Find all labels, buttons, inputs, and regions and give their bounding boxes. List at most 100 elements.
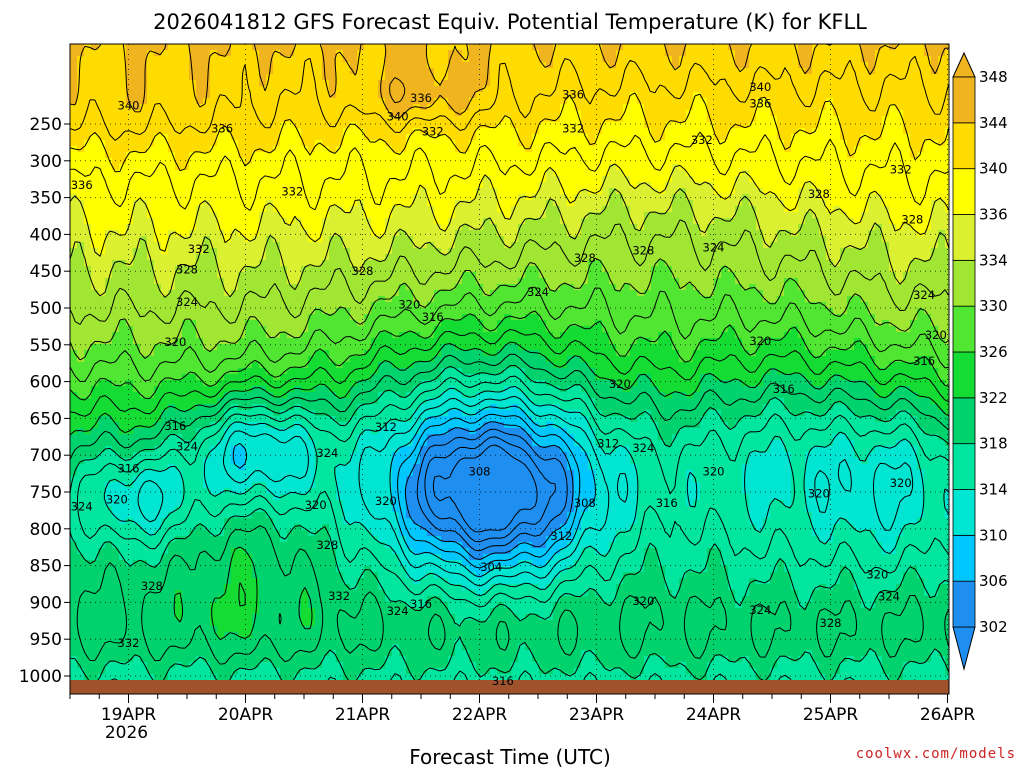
contour-label: 340 <box>749 80 771 94</box>
contour-label: 328 <box>176 263 198 277</box>
contour-308 <box>397 413 581 569</box>
colorbar-label: 322 <box>979 389 1008 407</box>
colorbar-swatch <box>952 443 976 490</box>
contour-label: 328 <box>352 264 374 278</box>
colorbar-swatch <box>952 214 976 261</box>
contour-340 <box>70 92 949 173</box>
colorbar-label: 310 <box>979 526 1008 544</box>
contour-label: 316 <box>118 461 140 475</box>
x-tick-label: 20APR <box>218 705 274 725</box>
colorbar-arrow-bottom <box>952 626 976 671</box>
y-tick-label: 450 <box>30 262 62 282</box>
contour-342 <box>70 55 949 141</box>
colorbar-label: 302 <box>979 618 1008 636</box>
y-tick-label: 1000 <box>19 667 62 687</box>
contour-label: 332 <box>118 636 140 650</box>
contour-328 <box>70 286 949 382</box>
contour-label: 320 <box>106 492 128 506</box>
colorbar-swatch <box>952 534 976 582</box>
contour-label: 320 <box>890 476 912 490</box>
contour-label: 336 <box>71 178 93 192</box>
y-tick-label: 750 <box>30 483 62 503</box>
colorbar-label: 306 <box>979 572 1008 590</box>
x-tick-label: 19APR <box>101 705 157 725</box>
colorbar-label: 336 <box>979 206 1008 224</box>
colorbar-label: 344 <box>979 114 1008 132</box>
x-tick-label: 21APR <box>335 705 391 725</box>
contour-label: 320 <box>866 567 888 581</box>
contour-300 <box>432 444 538 533</box>
contour-label: 324 <box>176 439 198 453</box>
colorbar-swatch <box>952 122 976 170</box>
contour-label: 312 <box>375 420 397 434</box>
colorbar-swatch <box>952 351 976 399</box>
contour-label: 332 <box>890 163 912 177</box>
contour-label: 332 <box>328 589 350 603</box>
contour-label: 336 <box>562 88 584 102</box>
contour-label: 308 <box>469 464 491 478</box>
contour-label: 332 <box>188 242 210 256</box>
contour-344 <box>70 44 949 119</box>
contour-label: 340 <box>118 99 140 113</box>
y-tick-label: 300 <box>30 152 62 172</box>
contour-label: 324 <box>387 604 409 618</box>
contour-label: 332 <box>691 133 713 147</box>
contour-label: 328 <box>141 579 163 593</box>
y-tick-label: 500 <box>30 299 62 319</box>
contour-label: 316 <box>422 310 444 324</box>
contour-label: 328 <box>574 251 596 265</box>
contour-label: 316 <box>492 674 514 688</box>
y-tick-label: 650 <box>30 409 62 429</box>
y-tick-label: 600 <box>30 373 62 393</box>
contour-label: 316 <box>410 597 432 611</box>
contour-label: 320 <box>925 328 947 342</box>
contour-label: 320 <box>703 464 725 478</box>
contour-label: 316 <box>913 354 935 368</box>
contour-322 <box>70 341 949 641</box>
colorbar-swatch <box>952 76 976 124</box>
chart-title: 2026041812 GFS Forecast Equiv. Potential… <box>153 10 867 34</box>
y-tick-label: 800 <box>30 520 62 540</box>
contour-label: 320 <box>305 498 327 512</box>
colorbar-label: 330 <box>979 297 1008 315</box>
contour-label: 316 <box>164 419 186 433</box>
contour-324 <box>70 329 949 607</box>
contour-label: 332 <box>422 124 444 138</box>
x-tick-sublabel: 2026 <box>105 723 148 743</box>
colorbar-arrow-top <box>952 51 976 78</box>
x-tick-label: 25APR <box>803 705 859 725</box>
credit-text: coolwx.com/models <box>856 746 1016 762</box>
contour-label: 324 <box>71 500 93 514</box>
y-tick-label: 400 <box>30 225 62 245</box>
contour-label: 324 <box>749 603 771 617</box>
contour-304 <box>416 428 568 552</box>
colorbar-swatch <box>952 580 976 628</box>
x-tick-label: 23APR <box>569 705 625 725</box>
contour-label: 324 <box>632 441 654 455</box>
contour-320 <box>70 353 949 665</box>
contour-label: 340 <box>387 110 409 124</box>
colorbar-swatch <box>952 305 976 353</box>
contour-label: 324 <box>878 590 900 604</box>
x-axis-label: Forecast Time (UTC) <box>409 745 611 768</box>
contour-label: 316 <box>773 382 795 396</box>
contour-label: 324 <box>913 288 935 302</box>
contour-label: 336 <box>749 96 771 110</box>
contour-label: 316 <box>656 496 678 510</box>
contour-label: 324 <box>703 241 725 255</box>
ground <box>70 680 949 694</box>
y-tick-label: 850 <box>30 557 62 577</box>
contour-label: 320 <box>749 334 771 348</box>
y-tick-label: 350 <box>30 189 62 209</box>
x-tick-label: 26APR <box>920 705 976 725</box>
x-tick-label: 22APR <box>452 705 508 725</box>
contour-314 <box>103 385 949 597</box>
y-tick-label: 950 <box>30 630 62 650</box>
colorbar-label: 340 <box>979 160 1008 178</box>
y-tick-label: 550 <box>30 336 62 356</box>
contour-label: 336 <box>211 121 233 135</box>
colorbar-label: 326 <box>979 343 1008 361</box>
colorbar-label: 334 <box>979 251 1008 269</box>
contour-label: 324 <box>176 295 198 309</box>
contour-label: 328 <box>632 244 654 258</box>
